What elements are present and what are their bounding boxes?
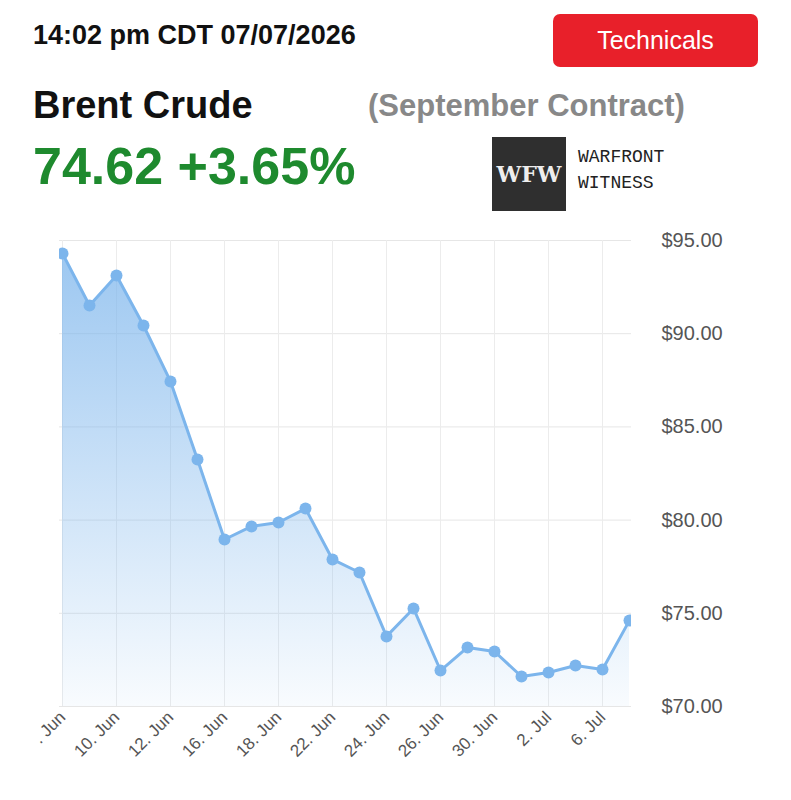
svg-text:$80.00: $80.00: [662, 509, 723, 531]
html-text:14:02 pm CDT 07/07/2026: 14:02 pm CDT 07/07/2026: [33, 20, 356, 50]
svg-text:30. Jun: 30. Jun: [448, 708, 501, 761]
svg-text:26. Jun: 26. Jun: [394, 708, 447, 761]
html-text:WFW: WFW: [496, 161, 562, 187]
svg-text:18. Jun: 18. Jun: [232, 708, 285, 761]
html-text:WARFRONT: WARFRONT: [578, 147, 665, 167]
svg-text:$70.00: $70.00: [662, 695, 723, 717]
svg-text:10. Jun: 10. Jun: [70, 708, 123, 761]
html-text:Technicals: Technicals: [597, 26, 714, 54]
html-text:(September Contract): (September Contract): [368, 88, 685, 123]
svg-text:. Jun: . Jun: [30, 708, 69, 747]
svg-text:$95.00: $95.00: [662, 229, 723, 251]
svg-text:16. Jun: 16. Jun: [178, 708, 231, 761]
svg-text:12. Jun: 12. Jun: [124, 708, 177, 761]
html-text:74.62 +3.65%: 74.62 +3.65%: [33, 137, 356, 195]
svg-text:6. Jul: 6. Jul: [567, 708, 609, 750]
html-text:Brent Crude: Brent Crude: [33, 84, 253, 126]
svg-text:$85.00: $85.00: [662, 415, 723, 437]
svg-text:$75.00: $75.00: [662, 602, 723, 624]
html-text:WITNESS: WITNESS: [578, 173, 654, 193]
svg-text:22. Jun: 22. Jun: [286, 708, 339, 761]
svg-text:24. Jun: 24. Jun: [340, 708, 393, 761]
svg-text:2. Jul: 2. Jul: [513, 708, 555, 750]
svg-text:$90.00: $90.00: [662, 322, 723, 344]
